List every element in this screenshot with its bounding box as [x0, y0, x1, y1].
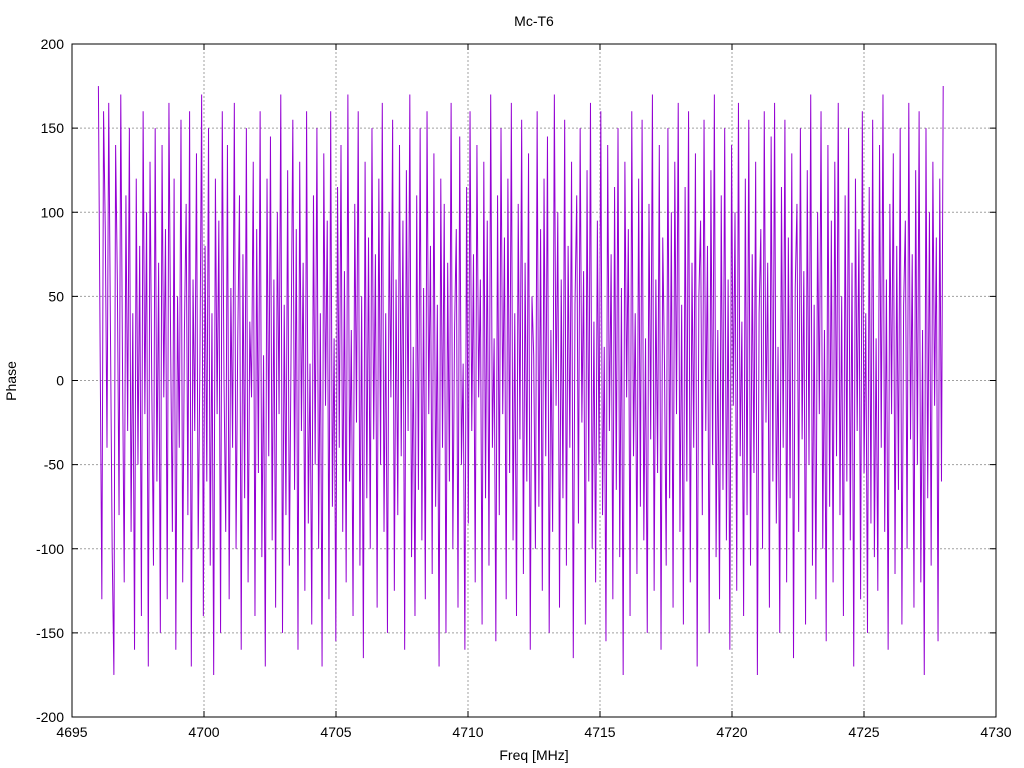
- series-layer: [97, 86, 944, 675]
- plot-frame: [71, 43, 997, 718]
- x-tick-label: 4715: [584, 724, 615, 740]
- y-tick-label: -100: [36, 541, 64, 557]
- x-tick-label: 4705: [320, 724, 351, 740]
- x-tick-label: 4700: [188, 724, 219, 740]
- y-axis-label: Phase: [3, 361, 19, 401]
- y-tick-label: 200: [41, 36, 65, 52]
- y-tick-label: 100: [41, 204, 65, 220]
- x-axis-label: Freq [MHz]: [499, 747, 568, 763]
- series-line: [97, 86, 944, 675]
- x-tick-label: 4725: [848, 724, 879, 740]
- y-tick-label: 50: [48, 288, 64, 304]
- x-tick-label: 4730: [980, 724, 1011, 740]
- y-tick-label: 150: [41, 120, 65, 136]
- y-tick-label: -150: [36, 625, 64, 641]
- x-tick-label: 4710: [452, 724, 483, 740]
- x-tick-label: 4720: [716, 724, 747, 740]
- ticks-layer: 4695 4700 4705 4710 4715 4720 4725 4730 -200 -150…: [36, 36, 1012, 740]
- y-tick-label: 0: [56, 373, 64, 389]
- x-tick-label: 4695: [56, 724, 87, 740]
- y-tick-label: -50: [44, 457, 64, 473]
- chart-title: Mc-T6: [514, 13, 554, 29]
- y-tick-label: -200: [36, 709, 64, 725]
